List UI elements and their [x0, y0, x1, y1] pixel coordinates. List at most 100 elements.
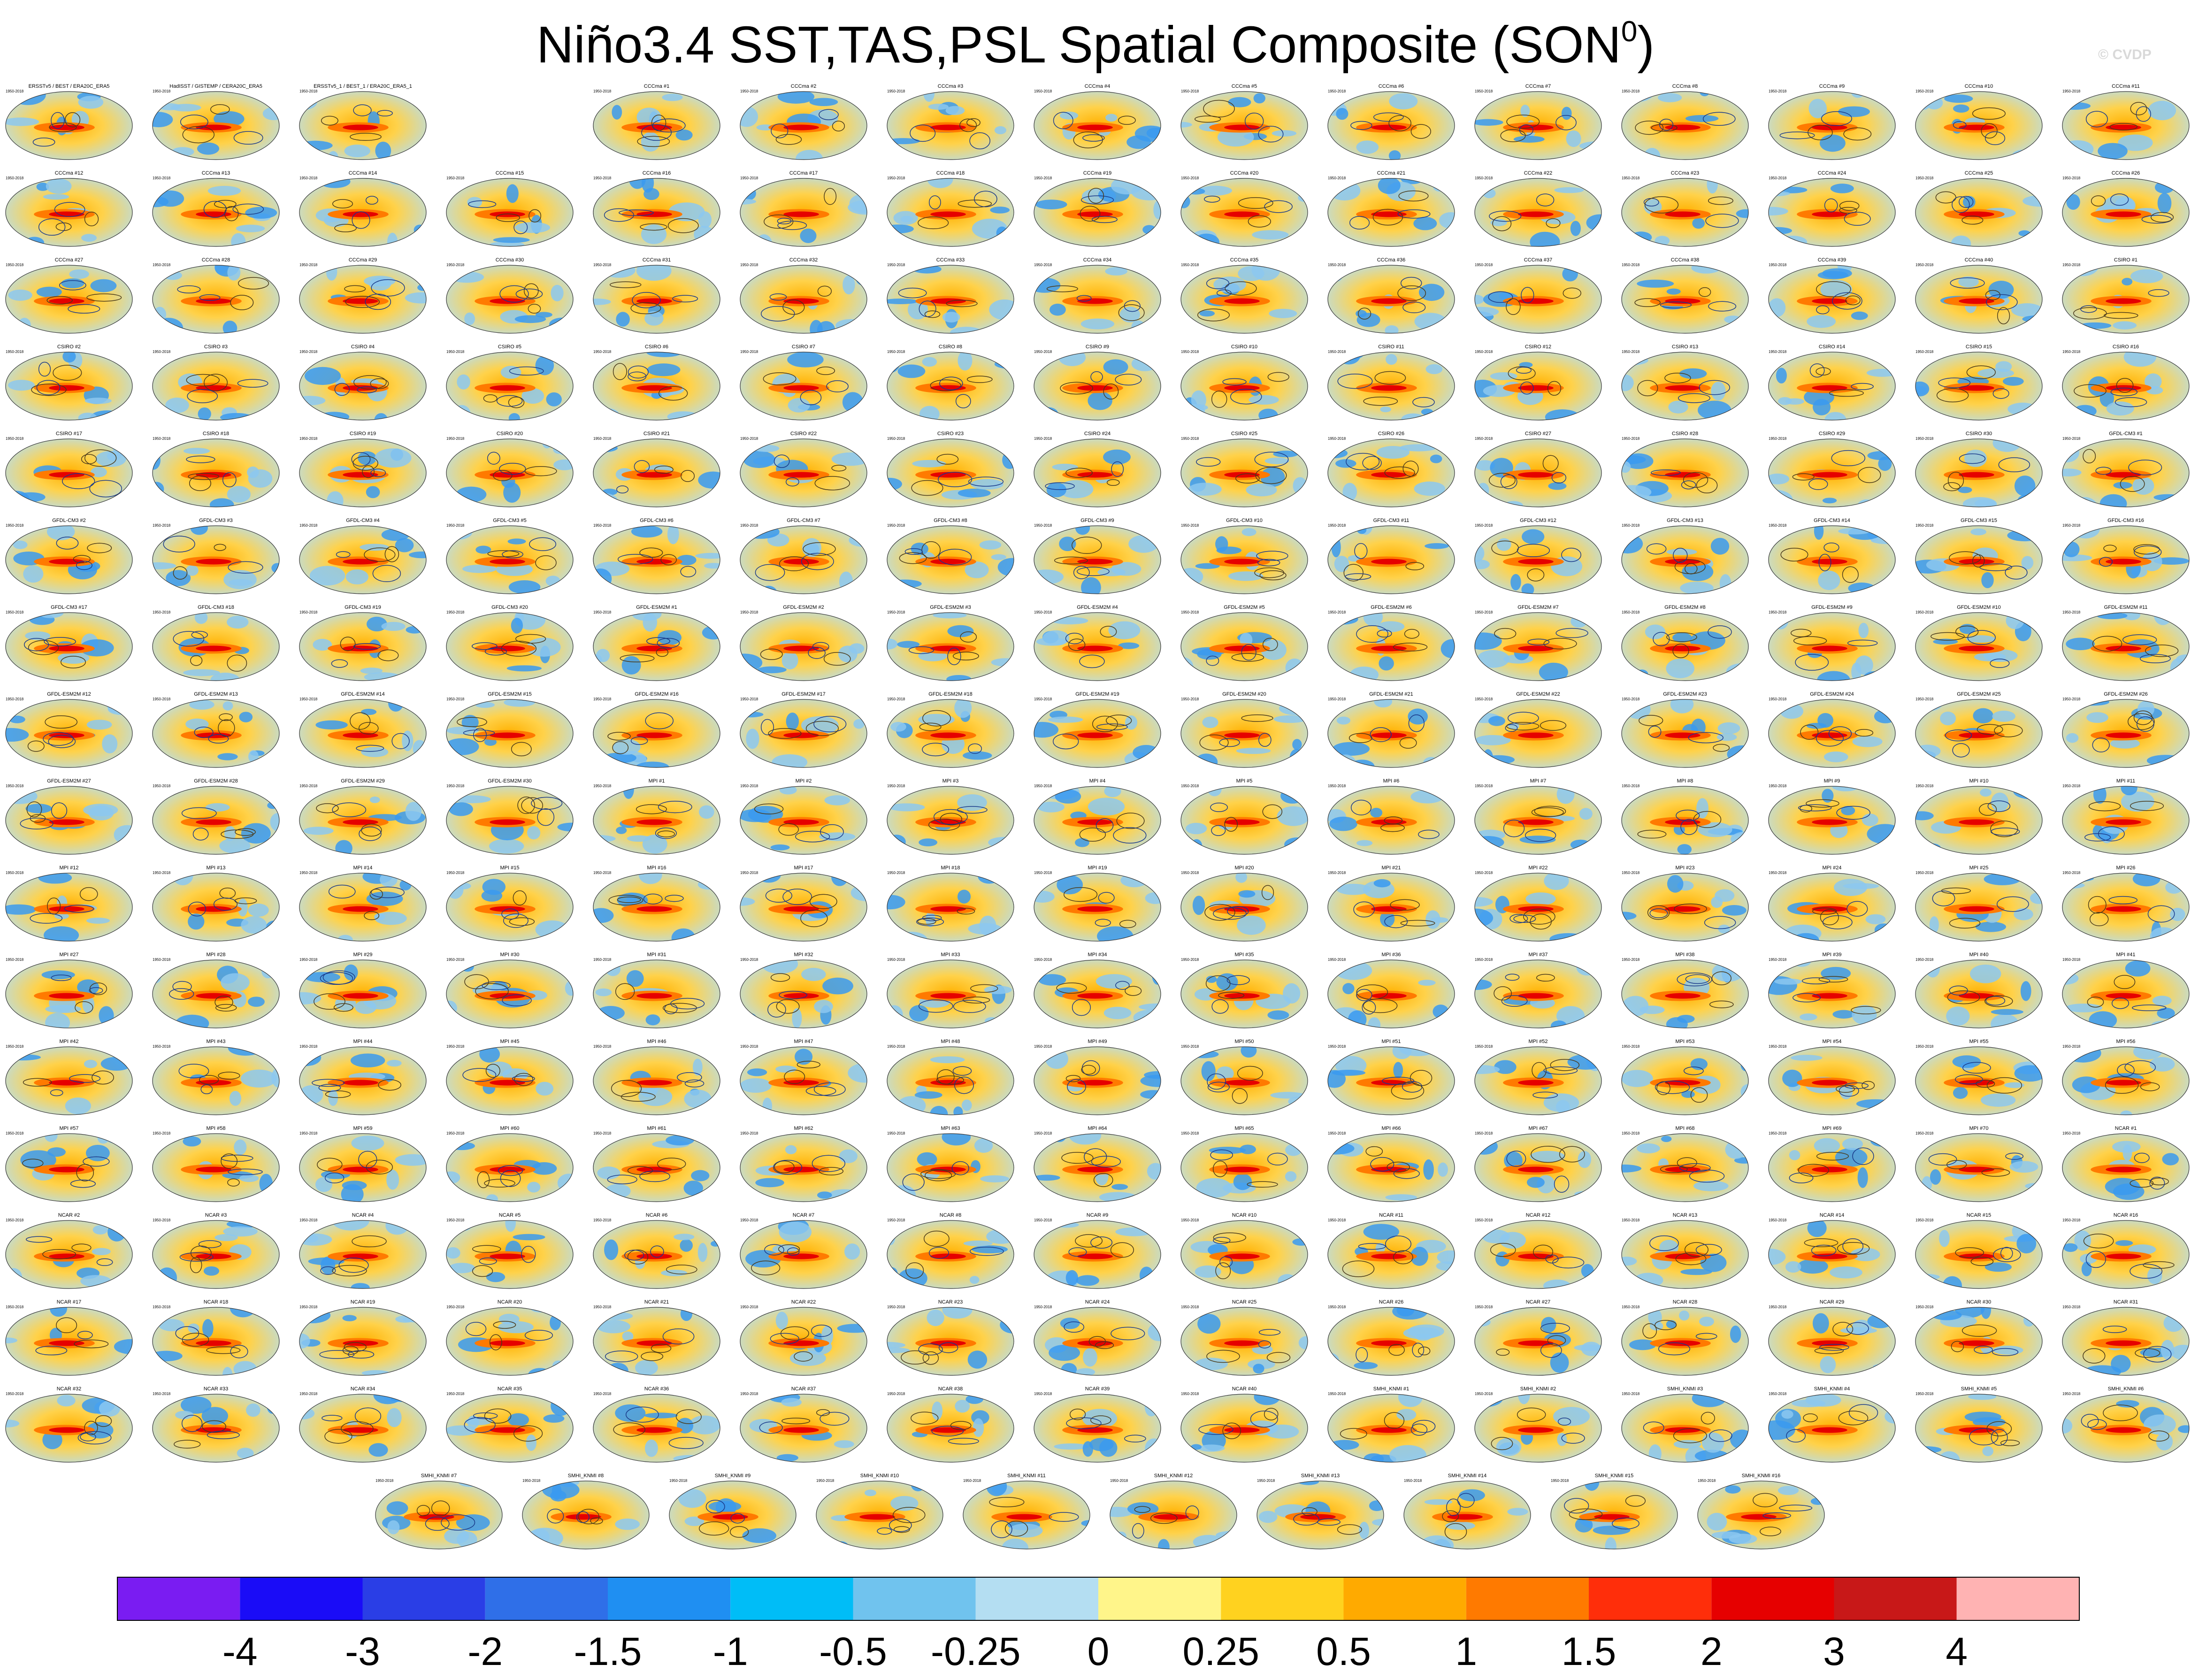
- panel-title: CSIRO #10: [1231, 344, 1257, 350]
- psl-contour: [1986, 294, 2018, 310]
- psl-contour: [1938, 377, 1971, 388]
- map-panel: GFDL-CM3 #7 1950-2018: [740, 518, 867, 594]
- psl-contour: [199, 294, 221, 301]
- psl-contour: [2103, 312, 2138, 319]
- panel-period: 1950-2018: [1915, 437, 1934, 441]
- anomaly-patch: [2062, 554, 2092, 561]
- map-panel: GFDL-ESM2M #3 1950-2018: [887, 605, 1014, 681]
- anomaly-patch: [36, 183, 49, 191]
- panel-title: CCCma #9: [1819, 84, 1845, 89]
- anomaly-patch: [1153, 200, 1161, 219]
- psl-contour: [2091, 195, 2106, 207]
- map-panel: CSIRO #30 1950-2018: [1915, 431, 2043, 507]
- psl-contour: [237, 379, 268, 388]
- panel-period: 1950-2018: [1915, 89, 1934, 93]
- anomaly-patch: [1336, 107, 1348, 120]
- psl-contour: [1258, 125, 1284, 143]
- anomaly-patch: [198, 407, 211, 420]
- colorbar-swatch: [1589, 1577, 1712, 1620]
- map-panel: GFDL-ESM2M #5 1950-2018: [1180, 605, 1308, 681]
- psl-contour: [1561, 547, 1581, 562]
- psl-contour: [352, 211, 370, 229]
- map-panel: GFDL-CM3 #2 1950-2018: [5, 518, 133, 594]
- map-panel: CSIRO #28 1950-2018: [1621, 431, 1749, 507]
- panel-title: CCCma #30: [496, 257, 524, 263]
- psl-contour: [1238, 197, 1273, 209]
- anomaly-patch: [185, 565, 199, 576]
- psl-contour: [1259, 570, 1287, 581]
- panel-period: 1950-2018: [1769, 89, 1787, 93]
- psl-contour: [214, 544, 226, 551]
- map-panel: CCCma #33 1950-2018: [887, 257, 1014, 334]
- psl-contour: [2080, 305, 2097, 313]
- psl-contour: [59, 280, 86, 291]
- anomaly-patch: [1388, 150, 1401, 160]
- psl-contour: [817, 285, 832, 297]
- nino-core: [490, 385, 525, 391]
- colorbar-tick-label: -2: [467, 1629, 503, 1673]
- psl-contour: [628, 371, 647, 382]
- psl-contour: [2095, 467, 2112, 475]
- nino-core: [2106, 124, 2141, 130]
- anomaly-patch: [757, 666, 787, 674]
- psl-contour: [2128, 460, 2162, 476]
- psl-contour: [76, 560, 92, 570]
- psl-contour: [1851, 383, 1874, 390]
- psl-contour: [233, 131, 263, 145]
- anomaly-patch: [958, 352, 973, 371]
- map-panel: GFDL-ESM2M #1 1950-2018: [593, 605, 720, 681]
- anomaly-patch: [1342, 483, 1357, 501]
- psl-contour: [529, 209, 542, 222]
- map-panel: CSIRO #20 1950-2018: [446, 431, 574, 507]
- psl-contour: [1644, 196, 1679, 214]
- psl-contour: [1992, 388, 2009, 399]
- psl-contour: [56, 537, 79, 550]
- anomaly-patch: [1188, 483, 1222, 496]
- psl-contour: [803, 542, 836, 556]
- psl-contour: [936, 453, 959, 465]
- anomaly-patch: [2114, 197, 2135, 213]
- psl-contour: [210, 104, 230, 115]
- nino-core: [1959, 385, 1994, 391]
- map-panel: CSIRO #29 1950-2018: [1768, 431, 1896, 507]
- anomaly-patch: [1710, 537, 1730, 555]
- psl-contour: [2005, 565, 2028, 580]
- nino-core: [196, 298, 231, 304]
- panel-title: CCCma #23: [1671, 170, 1700, 176]
- colorbar-swatch: [853, 1577, 976, 1620]
- psl-contour: [955, 394, 971, 408]
- psl-contour: [493, 470, 513, 481]
- psl-contour: [1054, 556, 1088, 565]
- psl-contour: [362, 465, 375, 478]
- anomaly-patch: [1199, 185, 1232, 196]
- anomaly-patch: [1520, 104, 1530, 117]
- psl-contour: [1410, 124, 1431, 139]
- psl-contour: [1197, 308, 1230, 322]
- anomaly-patch: [991, 554, 1006, 560]
- psl-contour: [384, 546, 399, 562]
- anomaly-patch: [166, 570, 191, 586]
- anomaly-patch: [1822, 498, 1837, 504]
- nino-core: [1959, 124, 1994, 130]
- psl-contour: [681, 470, 695, 482]
- panel-title: CCCma #18: [936, 170, 965, 176]
- map-panel: CCCma #22 1950-2018: [1474, 170, 1602, 247]
- colorbar-tick-label: 0.25: [1183, 1629, 1260, 1673]
- anomaly-patch: [1199, 310, 1215, 317]
- psl-contour: [968, 476, 1004, 487]
- anomaly-patch: [2113, 321, 2137, 330]
- map-panel: CCCma #14 1950-2018: [299, 170, 427, 247]
- map-panel: GFDL-CM3 #4 1950-2018: [299, 518, 427, 594]
- nino-core: [1665, 385, 1701, 391]
- map-panel: CCCma #17 1950-2018: [740, 170, 867, 247]
- psl-contour: [227, 654, 247, 672]
- map-panel: GFDL-CM3 #14 1950-2018: [1768, 518, 1896, 594]
- map-panel: GFDL-CM3 #8 1950-2018: [887, 518, 1014, 594]
- anomaly-patch: [210, 673, 240, 681]
- anomaly-patch: [171, 104, 201, 112]
- psl-contour: [1244, 112, 1264, 130]
- psl-contour: [1388, 115, 1411, 131]
- map-panel: CCCma #16 1950-2018: [593, 170, 720, 247]
- anomaly-patch: [535, 355, 554, 376]
